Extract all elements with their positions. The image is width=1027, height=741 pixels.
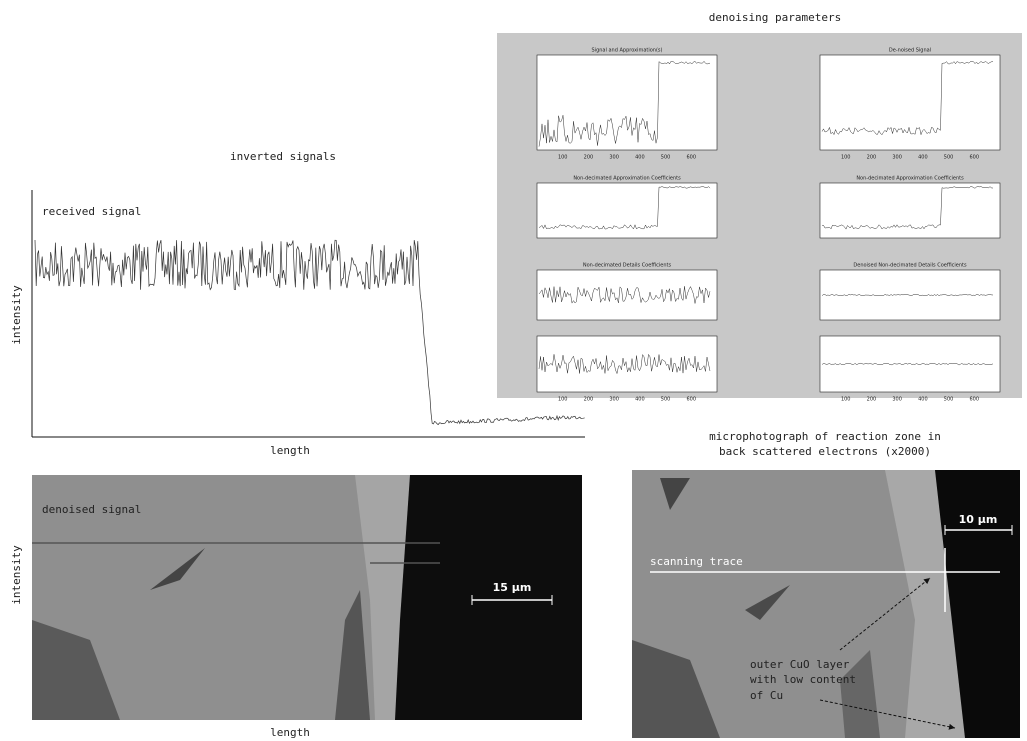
micrograph-title: back scattered electrons (x2000) [719, 445, 931, 458]
x-tick-label: 600 [687, 155, 697, 161]
x-tick-label: 400 [918, 155, 928, 161]
x-tick-label: 600 [970, 155, 980, 161]
x-tick-label: 200 [867, 397, 877, 403]
annotation: with low content [750, 673, 856, 686]
plot-title: inverted signals [230, 150, 336, 163]
subplot-title: Signal and Approximation(s) [592, 48, 663, 54]
subplot-title: Non-decimated Approximation Coefficients [573, 176, 681, 182]
x-tick-label: 100 [841, 397, 851, 403]
subplot-frame [536, 54, 718, 151]
micrograph-left [32, 475, 582, 720]
subplot-frame [536, 269, 718, 321]
micrograph-right [632, 470, 1020, 738]
x-tick-label: 300 [609, 397, 619, 403]
subplot-title: Non-decimated Details Coefficients [583, 263, 672, 269]
trace-label: denoised signal [42, 503, 141, 516]
x-label: length [270, 444, 310, 457]
x-tick-label: 500 [944, 397, 954, 403]
subplot-trace [821, 186, 993, 230]
x-tick-label: 100 [558, 397, 568, 403]
scale-bar-label: 15 µm [493, 581, 532, 594]
x-tick-label: 400 [635, 155, 645, 161]
subplot-frame [536, 182, 718, 239]
x-tick-label: 500 [661, 397, 671, 403]
y-label: intensity [10, 545, 23, 605]
trace-label: scanning trace [650, 555, 743, 568]
x-tick-label: 400 [635, 397, 645, 403]
x-tick-label: 300 [892, 155, 902, 161]
x-tick-label: 200 [584, 397, 594, 403]
annotation: outer CuO layer [750, 658, 850, 671]
subplot-title: Denoised Non-decimated Details Coefficie… [853, 263, 967, 269]
subplot-trace [821, 362, 994, 366]
x-tick-label: 500 [661, 155, 671, 161]
subplot-trace [821, 60, 994, 136]
x-tick-label: 200 [584, 155, 594, 161]
subplot-trace [821, 294, 994, 296]
x-label: length [270, 726, 310, 739]
panel-title: denoising parameters [709, 11, 841, 24]
subplot-trace [538, 286, 711, 304]
subplot-frame [819, 182, 1001, 239]
scale-bar-label: 10 µm [959, 513, 998, 526]
x-tick-label: 300 [892, 397, 902, 403]
trace-label: received signal [42, 205, 141, 218]
subplots: Signal and Approximation(s) 100 200 300 400 5… [536, 48, 1001, 403]
x-tick-label: 600 [970, 397, 980, 403]
subplot-title: De-noised Signal [889, 48, 931, 54]
x-tick-label: 200 [867, 155, 877, 161]
subplot-trace [538, 186, 711, 230]
x-tick-label: 100 [841, 155, 851, 161]
annotation: of Cu [750, 689, 783, 702]
subplot-trace [538, 60, 711, 147]
y-label: intensity [10, 285, 23, 345]
subplot-frame [819, 54, 1001, 151]
subplot-trace [538, 353, 711, 375]
x-tick-label: 500 [944, 155, 954, 161]
subplot-title: Non-decimated Approximation Coefficients [856, 176, 964, 182]
x-tick-label: 300 [609, 155, 619, 161]
x-tick-label: 100 [558, 155, 568, 161]
x-tick-label: 600 [687, 397, 697, 403]
micrograph-title: microphotograph of reaction zone in [709, 430, 941, 443]
x-tick-label: 400 [918, 397, 928, 403]
signal-trace [34, 239, 585, 426]
